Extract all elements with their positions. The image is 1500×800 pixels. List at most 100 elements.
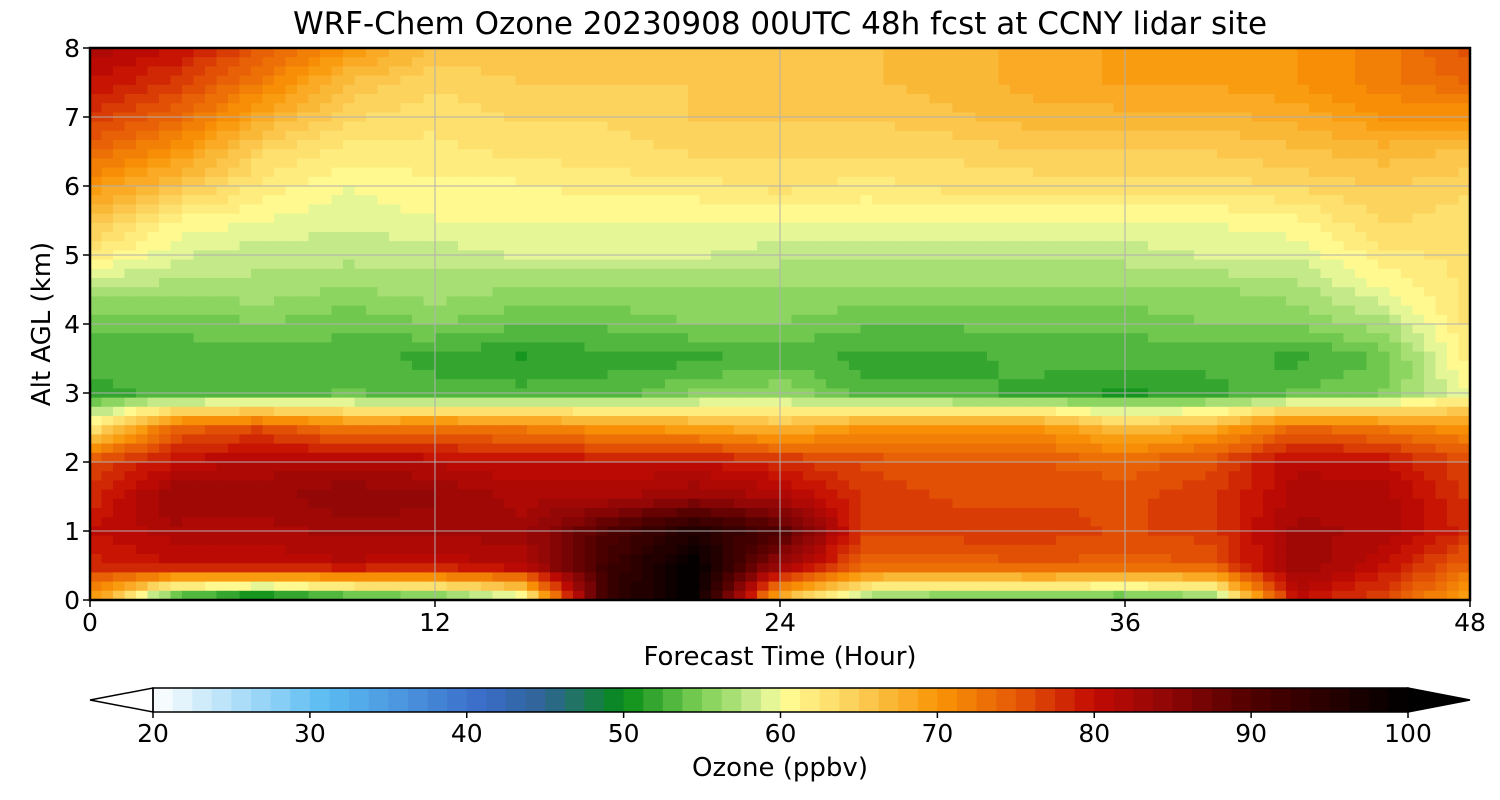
heatmap-cell: [1079, 324, 1092, 334]
heatmap-cell: [251, 305, 264, 316]
heatmap-cell: [1435, 94, 1448, 104]
heatmap-cell: [987, 370, 1000, 380]
heatmap-cell: [1378, 314, 1391, 325]
heatmap-cell: [1274, 287, 1287, 297]
heatmap-cell: [1332, 204, 1345, 215]
heatmap-cell: [607, 425, 620, 435]
heatmap-cell: [1332, 84, 1345, 95]
heatmap-cell: [676, 186, 689, 196]
heatmap-cell: [1251, 75, 1264, 86]
heatmap-cell: [941, 121, 954, 132]
heatmap-cell: [653, 287, 666, 297]
heatmap-cell: [872, 57, 885, 67]
heatmap-cell: [1240, 296, 1253, 307]
heatmap-cell: [550, 287, 563, 297]
heatmap-cell: [239, 324, 252, 334]
heatmap-cell: [929, 278, 942, 288]
heatmap-cell: [492, 333, 505, 343]
heatmap-cell: [216, 259, 229, 270]
heatmap-cell: [136, 75, 149, 86]
heatmap-cell: [895, 296, 908, 307]
heatmap-cell: [998, 121, 1011, 132]
heatmap-cell: [389, 379, 402, 389]
heatmap-cell: [975, 94, 988, 104]
heatmap-cell: [538, 140, 551, 150]
heatmap-cell: [619, 397, 632, 408]
heatmap-cell: [308, 333, 321, 343]
heatmap-cell: [504, 232, 517, 242]
heatmap-cell: [1343, 360, 1356, 371]
heatmap-cell: [1274, 84, 1287, 95]
heatmap-cell: [711, 213, 724, 224]
heatmap-cell: [228, 324, 241, 334]
heatmap-cell: [1182, 140, 1195, 150]
heatmap-cell: [1033, 84, 1046, 95]
heatmap-cell: [803, 232, 816, 242]
heatmap-cell: [1263, 259, 1276, 270]
heatmap-cell: [1113, 370, 1126, 380]
heatmap-cell: [1113, 232, 1126, 242]
heatmap-cell: [998, 333, 1011, 343]
heatmap-cell: [308, 121, 321, 132]
heatmap-cell: [607, 158, 620, 169]
heatmap-cell: [1113, 342, 1126, 353]
heatmap-cell: [573, 222, 586, 233]
heatmap-cell: [492, 425, 505, 435]
heatmap-cell: [1194, 305, 1207, 316]
heatmap-cell: [688, 204, 701, 215]
heatmap-cell: [849, 278, 862, 288]
heatmap-cell: [1320, 333, 1333, 343]
heatmap-cell: [274, 259, 287, 270]
heatmap-cell: [1263, 305, 1276, 316]
heatmap-cell: [377, 186, 390, 196]
heatmap-cell: [1079, 204, 1092, 215]
heatmap-cell: [676, 416, 689, 426]
heatmap-cell: [734, 195, 747, 205]
heatmap-cell: [1366, 48, 1379, 58]
heatmap-cell: [1102, 351, 1115, 362]
heatmap-cell: [1079, 351, 1092, 362]
heatmap-cell: [826, 121, 839, 132]
heatmap-cell: [1309, 176, 1322, 187]
heatmap-cell: [1090, 360, 1103, 371]
heatmap-cell: [423, 75, 436, 86]
heatmap-cell: [1217, 213, 1230, 224]
heatmap-cell: [446, 232, 459, 242]
heatmap-cell: [1125, 130, 1138, 141]
heatmap-cell: [1136, 314, 1149, 325]
heatmap-cell: [1297, 324, 1310, 334]
heatmap-cell: [1447, 287, 1460, 297]
heatmap-cell: [343, 351, 356, 362]
heatmap-cell: [1079, 416, 1092, 426]
heatmap-cell: [803, 204, 816, 215]
heatmap-cell: [826, 397, 839, 408]
heatmap-cell: [400, 370, 413, 380]
heatmap-cell: [469, 66, 482, 77]
heatmap-cell: [745, 278, 758, 288]
heatmap-cell: [331, 121, 344, 132]
heatmap-cell: [573, 351, 586, 362]
heatmap-cell: [147, 268, 160, 279]
heatmap-cell: [515, 140, 528, 150]
heatmap-cell: [872, 222, 885, 233]
heatmap-cell: [1297, 195, 1310, 205]
heatmap-cell: [1251, 66, 1264, 77]
heatmap-cell: [297, 305, 310, 316]
heatmap-cell: [1010, 167, 1023, 178]
heatmap-cell: [90, 370, 103, 380]
heatmap-cell: [216, 48, 229, 58]
heatmap-cell: [1332, 75, 1345, 86]
heatmap-cell: [826, 296, 839, 307]
heatmap-cell: [630, 121, 643, 132]
heatmap-cell: [1251, 48, 1264, 58]
heatmap-cell: [366, 167, 379, 178]
heatmap-cell: [757, 305, 770, 316]
heatmap-cell: [699, 305, 712, 316]
heatmap-cell: [711, 268, 724, 279]
heatmap-cell: [320, 305, 333, 316]
heatmap-cell: [354, 314, 367, 325]
heatmap-cell: [837, 75, 850, 86]
heatmap-cell: [711, 57, 724, 67]
heatmap-cell: [584, 360, 597, 371]
heatmap-cell: [515, 351, 528, 362]
